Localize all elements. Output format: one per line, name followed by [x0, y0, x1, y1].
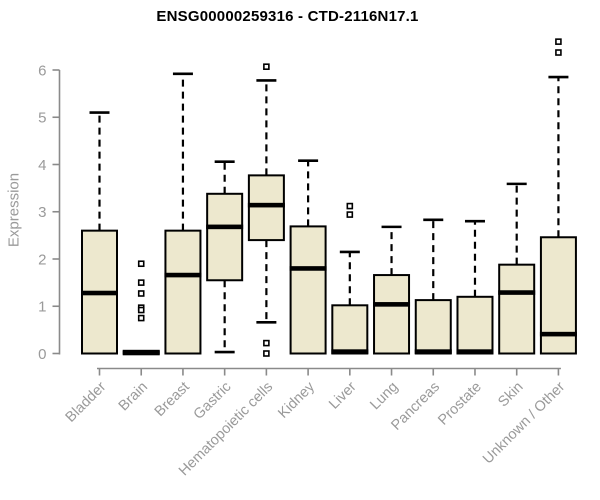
- y-tick-label: 3: [38, 204, 46, 221]
- x-tick-label: Lung: [367, 379, 401, 413]
- x-tick-label: Bladder: [63, 379, 110, 426]
- median-line: [414, 349, 452, 354]
- median-line: [331, 349, 369, 354]
- outlier-point: [263, 63, 270, 70]
- outlier-point: [555, 38, 562, 45]
- median-line: [498, 290, 536, 295]
- outlier-point: [346, 202, 354, 210]
- box: [498, 263, 536, 355]
- median-line: [539, 331, 577, 337]
- y-tick-label: 6: [38, 62, 46, 79]
- box: [247, 174, 285, 242]
- boxplot-brain: [122, 260, 160, 356]
- y-tick-label: 4: [38, 157, 46, 174]
- boxplot-unknown-other: [539, 38, 577, 355]
- boxplot-kidney: [289, 159, 327, 355]
- x-tick-label: Brain: [116, 379, 151, 414]
- x-tick-label: Prostate: [435, 379, 484, 428]
- y-tick-label: 1: [38, 299, 46, 316]
- outlier-point: [137, 260, 145, 268]
- outlier-point: [555, 49, 562, 56]
- boxplot-breast: [164, 72, 202, 355]
- box: [456, 295, 494, 355]
- outlier-point: [137, 314, 145, 322]
- boxplot-liver: [331, 202, 369, 355]
- median-line: [164, 272, 202, 278]
- outlier-point: [346, 211, 354, 218]
- boxplot-prostate: [456, 219, 494, 355]
- x-tick-label: Kidney: [275, 378, 318, 421]
- median-line: [206, 224, 244, 230]
- median-line: [373, 302, 411, 307]
- median-line: [247, 202, 285, 208]
- y-tick-label: 0: [38, 346, 46, 363]
- y-axis: 0 1 2 3 4 5 6: [38, 62, 61, 363]
- outlier-point: [263, 350, 270, 357]
- x-tick-label: Skin: [495, 379, 526, 410]
- box: [414, 299, 452, 355]
- box: [206, 192, 244, 282]
- y-tick-label: 5: [38, 110, 46, 127]
- boxplot-lung: [373, 225, 411, 355]
- box: [373, 274, 411, 355]
- boxplot-skin: [498, 182, 536, 355]
- outlier-point: [137, 306, 145, 314]
- outlier-point: [263, 339, 270, 347]
- median-line: [289, 266, 327, 271]
- median-line: [122, 349, 160, 356]
- y-axis-label: Expression: [5, 172, 23, 248]
- boxplot-hematopoietic-cells: [247, 63, 285, 357]
- box: [289, 225, 327, 355]
- median-line: [456, 349, 494, 354]
- boxplot-gastric: [206, 160, 244, 354]
- boxplot-bladder: [81, 111, 118, 355]
- y-tick-label: 2: [38, 251, 46, 268]
- box: [164, 229, 202, 355]
- x-tick-label: Breast: [152, 379, 193, 420]
- chart-title: ENSG00000259316 - CTD-2116N17.1: [156, 8, 419, 25]
- outlier-point: [137, 290, 145, 297]
- boxplot-pancreas: [414, 218, 452, 355]
- x-tick-label: Liver: [326, 379, 360, 413]
- outlier-point: [137, 279, 145, 286]
- box: [331, 304, 369, 355]
- median-line: [81, 290, 118, 296]
